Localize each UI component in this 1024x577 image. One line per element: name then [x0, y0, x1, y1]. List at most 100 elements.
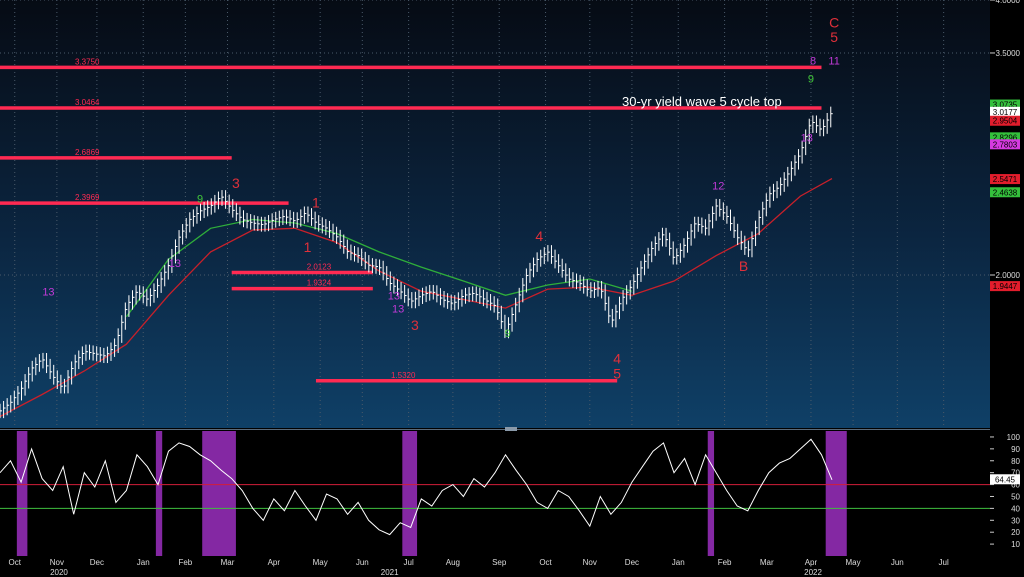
wave-label: C [829, 15, 839, 31]
month-label: Jul [404, 558, 414, 567]
month-label: Apr [268, 558, 281, 567]
month-label: Nov [50, 558, 64, 567]
time-axis-background [0, 556, 1024, 577]
oscillator-tick-label: 50 [1011, 492, 1020, 501]
oscillator-tick-label: 100 [1007, 433, 1021, 442]
level-label: 2.3969 [75, 193, 100, 202]
price-axis-background [990, 0, 1024, 428]
oscillator-panel-background [0, 431, 990, 556]
oscillator-zone [155, 431, 163, 556]
level-label: 3.3750 [75, 57, 100, 66]
price-bars [0, 106, 833, 419]
wave-label: 3 [232, 175, 240, 191]
moving-averages [0, 178, 833, 418]
current-value-label: 2.8296 [993, 133, 1018, 142]
level-lines: 3.3750 3.0464 2.6869 2.3969 2.0123 1.9324 1.53… [0, 57, 822, 383]
price-tick-label: 2.0000 [996, 271, 1021, 280]
level-label: 2.6869 [75, 148, 100, 157]
oscillator-tick-label: 20 [1011, 528, 1020, 537]
wave-label: 5 [613, 366, 621, 382]
count-label: 12 [712, 181, 724, 193]
month-label: Oct [9, 558, 22, 567]
level-label: 2.0123 [307, 263, 332, 272]
month-label: Jul [939, 558, 949, 567]
current-value-tag [990, 99, 1020, 110]
current-value-label: 2.4638 [993, 188, 1018, 197]
oscillator-line [0, 438, 833, 536]
wave-label: 1 [312, 195, 320, 211]
month-label: Mar [760, 558, 774, 567]
month-label: Aug [446, 558, 460, 567]
current-value-tag [990, 132, 1020, 143]
month-label: Feb [718, 558, 732, 567]
current-value-tag [990, 187, 1020, 198]
oscillator-current-label: 64.45 [995, 475, 1016, 484]
count-label: 9 [808, 73, 814, 85]
current-value-label: 2.5471 [993, 175, 1018, 184]
oscillator-zone [202, 431, 236, 556]
month-label: Jun [356, 558, 369, 567]
count-label: 8 [810, 55, 816, 67]
oscillator-tick-label: 40 [1011, 504, 1020, 513]
month-label: Sep [492, 558, 507, 567]
wave-label: 5 [830, 29, 838, 45]
oscillator-tick-label: 80 [1011, 457, 1020, 466]
month-label: May [313, 558, 328, 567]
current-value-label: 2.7803 [993, 140, 1018, 149]
oscillator-tick-label: 30 [1011, 516, 1020, 525]
oscillator-zone [402, 431, 418, 556]
oscillator-current-tag [990, 474, 1020, 485]
oscillator-zone [825, 431, 847, 556]
month-label: Mar [221, 558, 235, 567]
current-value-label: 3.0735 [993, 101, 1018, 110]
count-label: 13 [388, 291, 400, 303]
year-label: 2022 [804, 568, 822, 577]
wave-label: 1 [304, 239, 312, 255]
month-label: Oct [539, 558, 552, 567]
oscillator-tick-label: 70 [1011, 469, 1020, 478]
oscillator-zone [16, 431, 28, 556]
month-label: Nov [583, 558, 597, 567]
oscillator-tick-label: 60 [1011, 481, 1020, 490]
current-value-label: 3.0177 [993, 108, 1018, 117]
ma-slow-line [125, 218, 633, 318]
current-value-tag [990, 139, 1020, 150]
oscillator-tick-label: 90 [1011, 445, 1020, 454]
current-value-tag [990, 106, 1020, 117]
price-tick-label: 4.0000 [996, 0, 1021, 5]
current-value-tag [990, 174, 1020, 185]
count-label: 13 [392, 303, 404, 315]
oscillator-zone [707, 431, 715, 556]
month-label: Jan [672, 558, 685, 567]
chart-annotation: 30-yr yield wave 5 cycle top [622, 94, 782, 109]
month-label: May [846, 558, 861, 567]
month-label: Feb [178, 558, 192, 567]
price-panel-background [0, 0, 990, 428]
month-label: Dec [90, 558, 104, 567]
current-value-label: 1.9447 [993, 282, 1018, 291]
count-label: 9 [505, 328, 511, 340]
wave-label: 4 [535, 228, 543, 244]
month-label: Dec [625, 558, 639, 567]
month-label: Jun [891, 558, 904, 567]
current-value-label: 2.9504 [993, 117, 1018, 126]
ma-fast-line [0, 178, 833, 418]
count-label: 13 [169, 258, 181, 270]
level-label: 3.0464 [75, 98, 100, 107]
level-label: 1.9324 [307, 279, 332, 288]
wave-label: 3 [411, 317, 419, 333]
count-label: 9 [197, 194, 203, 206]
level-label: 1.5320 [391, 371, 416, 380]
month-label: Jan [137, 558, 150, 567]
panel-divider-handle[interactable] [505, 427, 517, 431]
count-label: 11 [828, 55, 839, 67]
oscillator-tick-label: 10 [1011, 540, 1020, 549]
count-label: 13 [42, 286, 54, 298]
year-label: 2020 [50, 568, 68, 577]
year-label: 2021 [381, 568, 399, 577]
